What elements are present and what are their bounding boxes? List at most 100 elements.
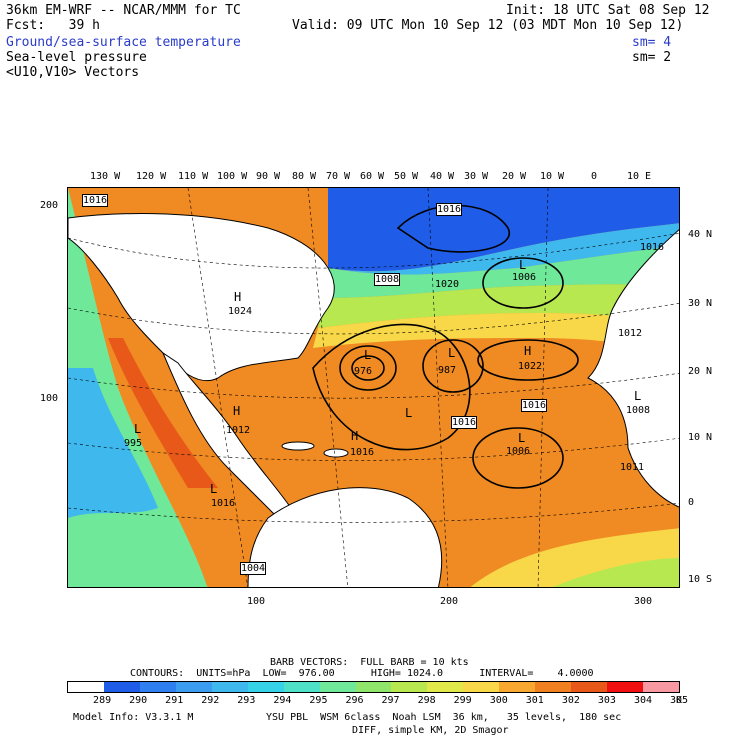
lon-label: 80 W (292, 171, 317, 182)
pressure-value: 995 (124, 438, 143, 449)
colorbar-unit: K (676, 695, 683, 706)
high-marker: H (524, 344, 532, 358)
grid-line (68, 303, 679, 335)
colorbar-label: 295 (309, 695, 328, 706)
pressure-value: 1020 (435, 279, 460, 290)
colorbar-label: 294 (273, 695, 292, 706)
pressure-value: 1016 (640, 242, 665, 253)
grid-line (307, 188, 349, 587)
low-marker: L (518, 431, 526, 445)
contour-legend: CONTOURS: UNITS=hPa LOW= 976.00 HIGH= 10… (130, 668, 594, 679)
pressure-value: 1016 (82, 194, 109, 207)
colorbar-swatch (463, 682, 500, 692)
grid-line (537, 188, 549, 587)
pressure-value: 1006 (512, 272, 537, 283)
lon-label: 10 E (627, 171, 652, 182)
low-marker: L (210, 482, 218, 496)
ocean-cold-north (328, 188, 679, 272)
contour (477, 339, 579, 381)
lon-label: 40 W (430, 171, 455, 182)
colorbar-label: 302 (561, 695, 580, 706)
lon-label: 50 W (394, 171, 419, 182)
field-slp-label: Sea-level pressure (6, 50, 147, 65)
lat-label: 10 N (688, 432, 713, 443)
weather-map: 1016 1016 1008 1020 1006 1016 1012 976 9… (67, 187, 680, 588)
south-atlantic-green (552, 558, 679, 587)
high-marker: H (234, 290, 242, 304)
low-marker: L (364, 348, 372, 362)
init-time: Init: 18 UTC Sat 08 Sep 12 (506, 3, 710, 18)
pressure-value: 1016 (451, 416, 478, 429)
pressure-contours (312, 204, 579, 489)
lon-label: 120 W (136, 171, 167, 182)
high-marker: H (351, 429, 359, 443)
contour (472, 427, 564, 489)
physics-info: YSU PBL WSM 6class Noah LSM 36 km, 35 le… (266, 712, 622, 723)
colorbar-swatch (211, 682, 248, 692)
pressure-value: 1008 (626, 405, 651, 416)
hispaniola-island (323, 448, 349, 458)
lat-label: 30 N (688, 298, 713, 309)
contour (482, 257, 564, 309)
pressure-value: 1008 (374, 273, 401, 286)
grid-line (68, 437, 679, 461)
europe-africa-land (587, 229, 679, 508)
grid-y-label: 100 (40, 393, 59, 404)
field-vectors-label: <U10,V10> Vectors (6, 65, 140, 80)
lon-label: 10 W (540, 171, 565, 182)
grid-line (427, 188, 449, 587)
map-canvas (68, 188, 679, 587)
colorbar-label: 304 (633, 695, 652, 706)
colorbar-label: 293 (237, 695, 256, 706)
colorbar-label: 305 (670, 695, 689, 706)
low-marker: L (134, 422, 142, 436)
colorbar-label: 297 (381, 695, 400, 706)
pressure-value: 1024 (228, 306, 253, 317)
north-america-land (68, 213, 335, 382)
colorbar-label: 292 (201, 695, 220, 706)
colorbar-label: 290 (129, 695, 148, 706)
colorbar-swatch (319, 682, 356, 692)
colorbar-swatch (175, 682, 212, 692)
pressure-value: 1006 (506, 446, 531, 457)
colorbar-swatch (283, 682, 320, 692)
lon-label: 130 W (90, 171, 121, 182)
colorbar-swatch (103, 682, 140, 692)
forecast-hour: Fcst: 39 h (6, 18, 100, 33)
colorbar-swatch (247, 682, 284, 692)
colorbar-swatch (499, 682, 536, 692)
lon-label: 20 W (502, 171, 527, 182)
lon-label: 30 W (464, 171, 489, 182)
lat-label: 20 N (688, 366, 713, 377)
field-slp-smoothing: sm= 2 (632, 50, 672, 65)
pressure-value: 1016 (350, 447, 375, 458)
lat-lon-grid (68, 188, 679, 587)
ocean-cool-band (328, 223, 679, 275)
colorbar-swatch (571, 682, 608, 692)
pacific-warm-coast (108, 338, 218, 488)
grid-x-label: 100 (247, 596, 266, 607)
colorbar-label: 300 (489, 695, 508, 706)
lat-label: 10 S (688, 574, 713, 585)
contour (339, 345, 397, 391)
field-sst-label: Ground/sea-surface temperature (6, 35, 241, 50)
lon-label: 0 (591, 171, 598, 182)
physics-info-2: DIFF, simple KM, 2D Smagor (352, 725, 509, 736)
model-title: 36km EM-WRF -- NCAR/MMM for TC (6, 3, 241, 18)
cuba-island (281, 441, 315, 451)
lon-label: 100 W (217, 171, 248, 182)
contour (351, 355, 385, 381)
grid-y-label: 200 (40, 200, 59, 211)
south-america-land (247, 487, 443, 587)
pressure-value: 1012 (618, 328, 643, 339)
temperature-colorbar (67, 681, 680, 693)
pressure-value: 1016 (521, 399, 548, 412)
colorbar-swatch (607, 682, 643, 692)
colorbar-swatch (139, 682, 176, 692)
colorbar-label: 296 (345, 695, 364, 706)
colorbar-swatch (535, 682, 572, 692)
barb-legend: BARB VECTORS: FULL BARB = 10 kts (270, 657, 469, 668)
pressure-value: 1022 (518, 361, 543, 372)
pressure-value: 1011 (620, 462, 645, 473)
colorbar-swatch (427, 682, 464, 692)
